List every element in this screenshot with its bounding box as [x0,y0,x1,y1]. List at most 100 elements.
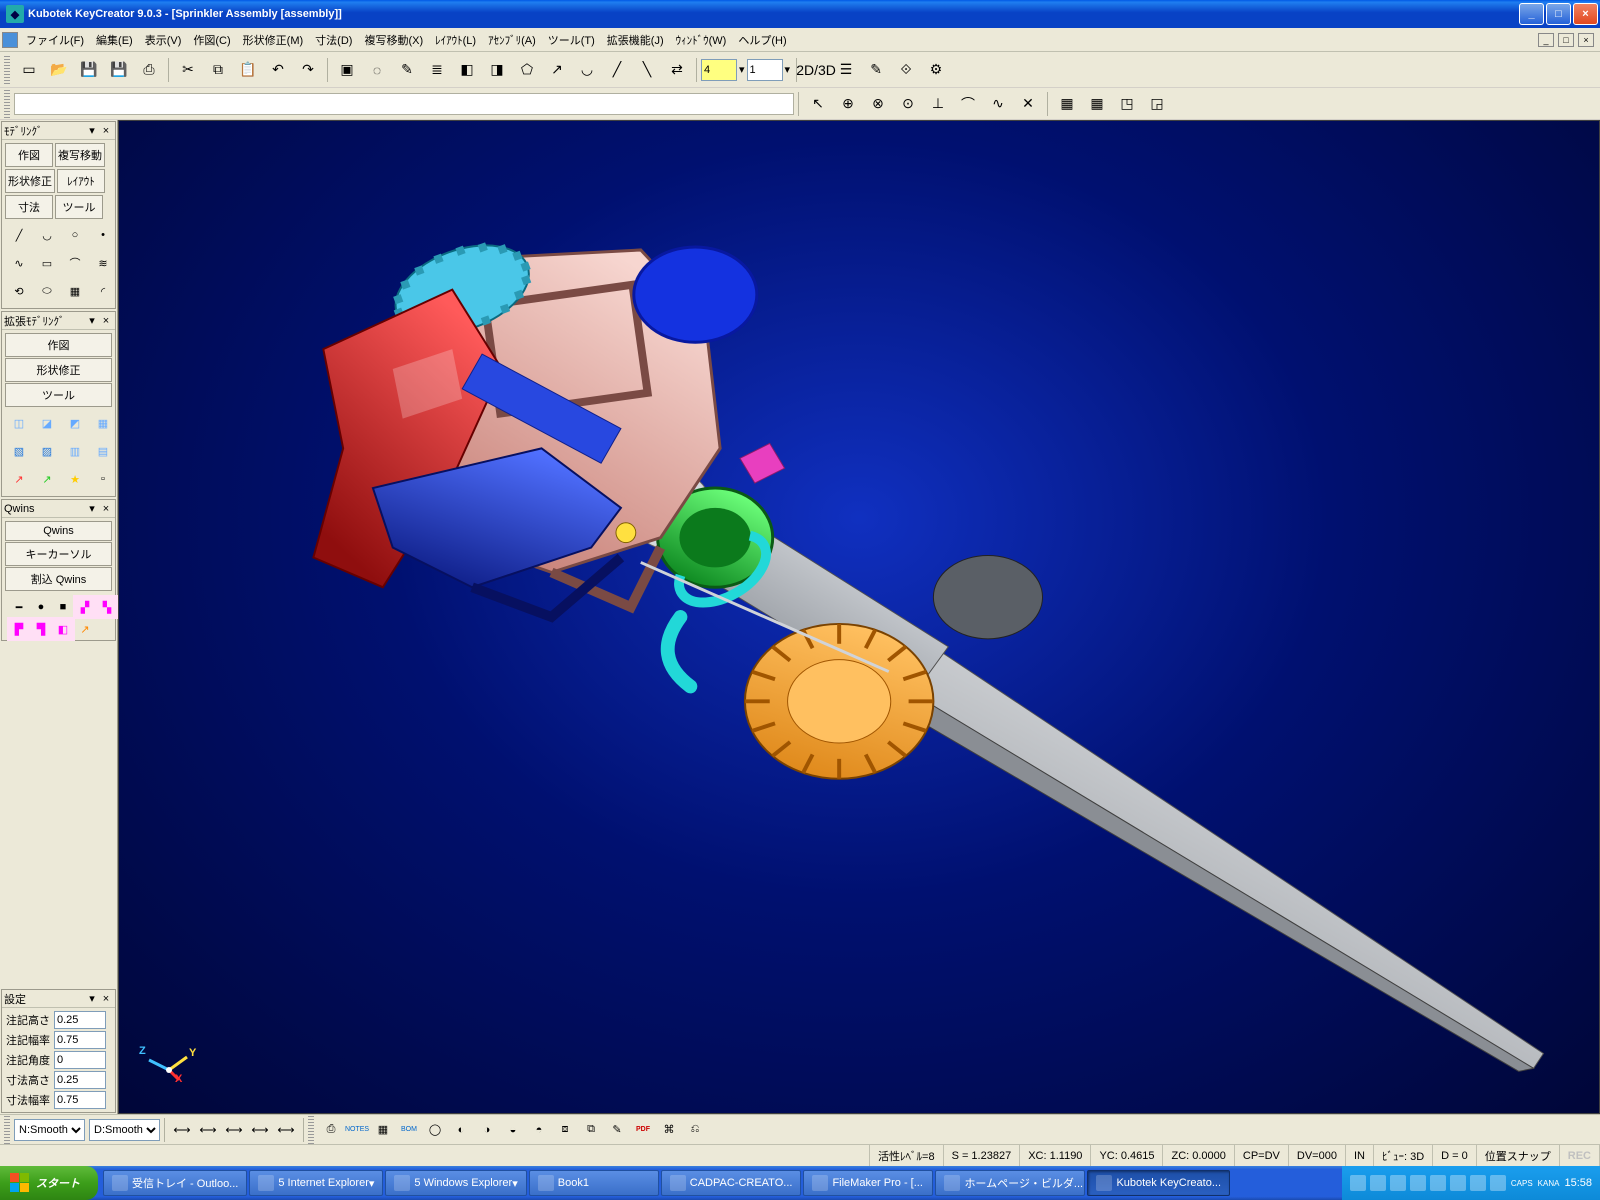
box-d-icon[interactable]: ▦ [91,411,115,435]
open-icon[interactable]: 📂 [45,56,73,84]
setting-input[interactable] [54,1051,106,1069]
axis-y-icon[interactable]: ★ [63,467,87,491]
mat-icon[interactable]: ▦ [371,1118,395,1142]
axis-r-icon[interactable]: ↗ [7,467,31,491]
command-input[interactable] [14,93,794,115]
paste-icon[interactable]: 📋 [234,56,262,84]
hi3-icon[interactable]: ▛ [7,617,31,641]
line-b-icon[interactable]: ╲ [633,56,661,84]
sel-window-icon[interactable]: ▣ [333,56,361,84]
copy-move-button[interactable]: 複写移動 [55,143,105,167]
menu-item[interactable]: 作図(C) [187,30,236,50]
panel-pin-icon[interactable]: ▾ [85,502,99,515]
menu-item[interactable]: ヘルプ(H) [732,30,792,50]
layout-button[interactable]: ﾚｲｱｳﾄ [57,169,105,193]
tool-button[interactable]: ツール [55,195,103,219]
2d3d-icon[interactable]: 2D/3D [802,56,830,84]
cir-icon[interactable]: ● [29,595,53,619]
dropdown-icon[interactable]: ▾ [783,63,793,76]
menu-item[interactable]: ｱｾﾝﾌﾞﾘ(A) [482,30,542,50]
d5-icon[interactable]: ⟷ [274,1118,298,1142]
c7-icon[interactable]: ⧉ [579,1118,603,1142]
sel-paint-icon[interactable]: ✎ [393,56,421,84]
arc-icon[interactable]: ◡ [35,223,59,247]
swap-icon[interactable]: ⇄ [663,56,691,84]
menu-item[interactable]: 複写移動(X) [358,30,429,50]
menu-item[interactable]: ﾚｲｱｳﾄ(L) [429,30,482,50]
mdi-minimize-button[interactable]: _ [1538,33,1554,47]
snap-tan-icon[interactable]: ⌒ [954,90,982,118]
tray-icon[interactable] [1430,1175,1446,1191]
c8-icon[interactable]: ✎ [605,1118,629,1142]
spline-icon[interactable]: ∿ [7,251,31,275]
wave-icon[interactable]: ≋ [91,251,115,275]
taskbar-task-button[interactable]: 5 Internet Explorer ▾ [249,1170,383,1196]
hi2-icon[interactable]: ▚ [95,595,119,619]
poly-icon[interactable]: ⬠ [513,56,541,84]
toolbar-grip[interactable] [4,56,10,84]
c9-icon[interactable]: ⌘ [657,1118,681,1142]
taskbar-task-button[interactable]: 5 Windows Explorer ▾ [385,1170,526,1196]
draw-button[interactable]: 作図 [5,143,53,167]
point-icon[interactable]: • [91,223,115,247]
toolbar-grip[interactable] [4,90,10,118]
taskbar-task-button[interactable]: Book1 [529,1170,659,1196]
taskbar-task-button[interactable]: ホームページ・ビルダ... [935,1170,1085,1196]
cursor-icon[interactable]: ↖ [804,90,832,118]
rect-icon[interactable]: ▭ [35,251,59,275]
menu-item[interactable]: ｳｨﾝﾄﾞｳ(W) [670,30,733,50]
dropdown-icon[interactable]: ▾ [737,63,747,76]
saveall-icon[interactable]: 💾 [105,56,133,84]
plane-b-icon[interactable]: ◲ [1143,90,1171,118]
box-f-icon[interactable]: ▨ [35,439,59,463]
menu-item[interactable]: 形状修正(M) [237,30,310,50]
new-icon[interactable]: ▭ [15,56,43,84]
snap-near-icon[interactable]: ∿ [984,90,1012,118]
setting-input[interactable] [54,1071,106,1089]
nsmooth-select[interactable]: N:Smooth [14,1119,85,1141]
plane-a-icon[interactable]: ◳ [1113,90,1141,118]
layer-mgr-icon[interactable]: ≣ [423,56,451,84]
grid-a-icon[interactable]: ▦ [1053,90,1081,118]
taskbar-task-button[interactable]: Kubotek KeyCreato... [1087,1170,1230,1196]
mdi-restore-button[interactable]: □ [1558,33,1574,47]
cut-icon[interactable]: ✂ [174,56,202,84]
ext-tool-button[interactable]: ツール [5,383,112,407]
printer-icon[interactable]: ⎙ [319,1118,343,1142]
toolbar-grip[interactable] [308,1116,314,1144]
mdi-close-button[interactable]: × [1578,33,1594,47]
tree-icon[interactable]: ☰ [832,56,860,84]
window-maximize-button[interactable]: □ [1546,3,1571,25]
qwins-button[interactable]: Qwins [5,521,112,541]
box-h-icon[interactable]: ▤ [91,439,115,463]
window-close-button[interactable]: × [1573,3,1598,25]
layer-input[interactable] [701,59,737,81]
c3-icon[interactable]: ◑ [475,1118,499,1142]
taskbar-task-button[interactable]: FileMaker Pro - [... [803,1170,933,1196]
ext-draw-button[interactable]: 作図 [5,333,112,357]
hi5-icon[interactable]: ◧ [51,617,75,641]
c2-icon[interactable]: ◐ [449,1118,473,1142]
menu-item[interactable]: ツール(T) [542,30,601,50]
tray-icon[interactable] [1370,1175,1386,1191]
box-g-icon[interactable]: ▥ [63,439,87,463]
measure-icon[interactable]: ⟐ [892,56,920,84]
box-e-icon[interactable]: ▧ [7,439,31,463]
line-a-icon[interactable]: ╱ [603,56,631,84]
bom-icon[interactable]: BOM [397,1118,421,1142]
d4-icon[interactable]: ⟷ [248,1118,272,1142]
viewport-3d[interactable]: Z X Y [118,120,1600,1114]
key-cursor-button[interactable]: キーカーソル [5,542,112,566]
ar-icon[interactable]: ↗ [73,617,97,641]
curve-icon[interactable]: ⌒ [63,251,87,275]
d3-icon[interactable]: ⟷ [222,1118,246,1142]
box-b-icon[interactable]: ◪ [35,411,59,435]
hi4-icon[interactable]: ▜ [29,617,53,641]
c1-icon[interactable]: ◯ [423,1118,447,1142]
ellipse-icon[interactable]: ⬭ [35,279,59,303]
c5-icon[interactable]: ◓ [527,1118,551,1142]
ext-modify-button[interactable]: 形状修正 [5,358,112,382]
modify-button[interactable]: 形状修正 [5,169,55,193]
interrupt-qwins-button[interactable]: 割込 Qwins [5,567,112,591]
notes-icon[interactable]: NOTES [345,1118,369,1142]
